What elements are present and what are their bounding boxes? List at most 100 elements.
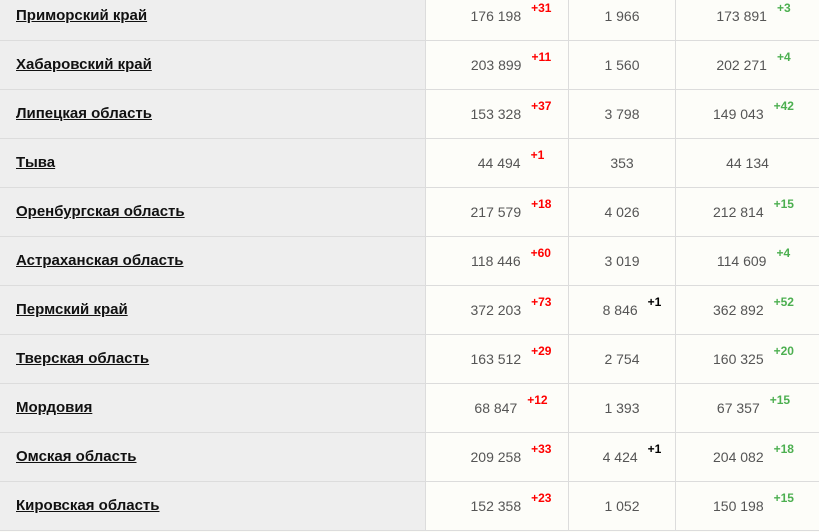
recovered: 44 134 <box>726 155 769 171</box>
recovered-cell: 150 198 +15 <box>675 481 819 531</box>
cases: 372 203 <box>470 302 522 318</box>
cases-cell: 44 494 +1 <box>425 138 569 188</box>
deaths: 353 <box>610 155 634 171</box>
recovered-delta: +3 <box>776 1 791 15</box>
deaths: 3 798 <box>604 106 640 122</box>
cases: 153 328 <box>470 106 522 122</box>
table-row: Пермский край 372 203 +73 8 846 +1 362 892… <box>0 285 819 335</box>
recovered-cell: 149 043 +42 <box>675 89 819 139</box>
region-link[interactable]: Липецкая область <box>16 105 152 122</box>
recovered-cell: 212 814 +15 <box>675 187 819 237</box>
cases-cell: 372 203 +73 <box>425 285 569 335</box>
deaths-cell: 1 966 <box>568 0 676 41</box>
region-link[interactable]: Оренбургская область <box>16 203 185 220</box>
recovered-cell: 160 325 +20 <box>675 334 819 384</box>
cases: 68 847 <box>474 400 518 416</box>
region-cell: Липецкая область <box>0 89 426 139</box>
region-link[interactable]: Приморский край <box>16 7 148 24</box>
deaths: 1 966 <box>604 8 640 24</box>
region-cell: Хабаровский край <box>0 40 426 90</box>
deaths-cell: 8 846 +1 <box>568 285 676 335</box>
cases-delta: +31 <box>531 1 552 15</box>
recovered-cell: 362 892 +52 <box>675 285 819 335</box>
cases: 217 579 <box>470 204 522 220</box>
deaths: 1 393 <box>604 400 640 416</box>
recovered-delta: +15 <box>773 491 794 505</box>
cases-cell: 68 847 +12 <box>425 383 569 433</box>
deaths-cell: 1 393 <box>568 383 676 433</box>
deaths: 3 019 <box>604 253 640 269</box>
cases: 44 494 <box>477 155 521 171</box>
table-row: Липецкая область 153 328 +37 3 798 149 04… <box>0 89 819 139</box>
cases-cell: 163 512 +29 <box>425 334 569 384</box>
cases-delta: +18 <box>531 197 552 211</box>
region-cell: Астраханская область <box>0 236 426 286</box>
recovered: 212 814 <box>713 204 764 220</box>
recovered-delta: +52 <box>773 295 794 309</box>
table-row: Астраханская область 118 446 +60 3 019 11… <box>0 236 819 286</box>
region-link[interactable]: Омская область <box>16 448 137 465</box>
region-link[interactable]: Тверская область <box>16 350 150 367</box>
cases-cell: 203 899 +11 <box>425 40 569 90</box>
cases: 163 512 <box>470 351 522 367</box>
recovered: 160 325 <box>713 351 764 367</box>
deaths-cell: 3 798 <box>568 89 676 139</box>
deaths-delta: +1 <box>647 442 662 456</box>
recovered-delta: +42 <box>773 99 794 113</box>
cases-delta: +60 <box>530 246 551 260</box>
deaths-cell: 3 019 <box>568 236 676 286</box>
deaths-cell: 353 <box>568 138 676 188</box>
recovered: 149 043 <box>713 106 764 122</box>
region-link[interactable]: Кировская область <box>16 497 160 514</box>
region-cell: Омская область <box>0 432 426 482</box>
cases-cell: 118 446 +60 <box>425 236 569 286</box>
cases-delta: +73 <box>531 295 552 309</box>
region-cell: Тыва <box>0 138 426 188</box>
cases: 209 258 <box>470 449 522 465</box>
recovered: 173 891 <box>716 8 767 24</box>
region-cell: Оренбургская область <box>0 187 426 237</box>
deaths: 2 754 <box>604 351 640 367</box>
recovered: 114 609 <box>716 253 767 269</box>
region-cell: Приморский край <box>0 0 426 41</box>
deaths: 4 026 <box>604 204 640 220</box>
table-row: Кировская область 152 358 +23 1 052 150 1… <box>0 481 819 531</box>
region-link[interactable]: Мордовия <box>16 399 93 416</box>
recovered-cell: 204 082 +18 <box>675 432 819 482</box>
deaths-cell: 4 424 +1 <box>568 432 676 482</box>
table-row: Тверская область 163 512 +29 2 754 160 32… <box>0 334 819 384</box>
cases-cell: 152 358 +23 <box>425 481 569 531</box>
cases-delta: +23 <box>531 491 552 505</box>
cases: 176 198 <box>470 8 522 24</box>
region-link[interactable]: Астраханская область <box>16 252 184 269</box>
deaths: 4 424 <box>602 449 638 465</box>
recovered: 202 271 <box>716 57 767 73</box>
recovered-delta: +4 <box>776 50 791 64</box>
cases-delta: +33 <box>531 442 552 456</box>
deaths-cell: 1 560 <box>568 40 676 90</box>
deaths: 1 560 <box>604 57 640 73</box>
deaths-delta: +1 <box>647 295 662 309</box>
recovered: 150 198 <box>713 498 764 514</box>
recovered: 362 892 <box>713 302 764 318</box>
recovered-delta: +18 <box>773 442 794 456</box>
cases-delta: +12 <box>527 393 548 407</box>
recovered-cell: 202 271 +4 <box>675 40 819 90</box>
recovered-cell: 44 134 <box>675 138 819 188</box>
recovered-cell: 114 609 +4 <box>675 236 819 286</box>
recovered-delta: +4 <box>776 246 791 260</box>
recovered-cell: 173 891 +3 <box>675 0 819 41</box>
cases: 118 446 <box>471 253 521 269</box>
recovered-delta: +15 <box>769 393 791 407</box>
region-cell: Пермский край <box>0 285 426 335</box>
region-link[interactable]: Тыва <box>16 154 56 171</box>
recovered: 204 082 <box>713 449 764 465</box>
deaths-cell: 4 026 <box>568 187 676 237</box>
table-row: Тыва 44 494 +1 353 44 134 <box>0 138 819 188</box>
table-row: Омская область 209 258 +33 4 424 +1 204 08… <box>0 432 819 482</box>
region-link[interactable]: Хабаровский край <box>16 56 152 73</box>
region-cell: Тверская область <box>0 334 426 384</box>
cases-delta: +29 <box>531 344 552 358</box>
region-link[interactable]: Пермский край <box>16 301 128 318</box>
